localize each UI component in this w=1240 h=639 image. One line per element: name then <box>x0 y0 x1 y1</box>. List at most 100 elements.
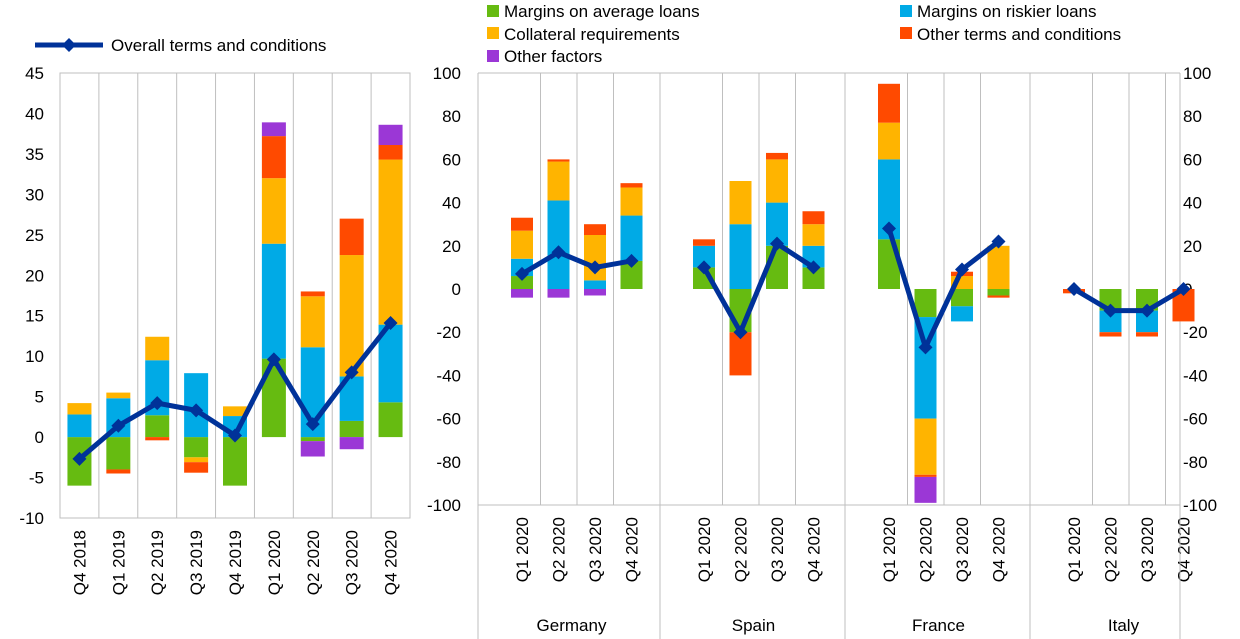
left-bar-other-terms <box>184 462 209 473</box>
legend: Overall terms and conditions Margins on … <box>35 2 1121 66</box>
right-overall-marker <box>918 340 933 355</box>
right-x-tick-label: Q1 2020 <box>695 517 714 582</box>
left-bar-collateral <box>300 296 325 348</box>
right-bar-collateral <box>766 159 788 203</box>
left-x-tick-label: Q3 2019 <box>187 530 206 595</box>
left-bar-other-terms <box>378 145 403 160</box>
right-group-label: Italy <box>1108 616 1140 635</box>
left-x-tick-label: Q2 2019 <box>148 530 167 595</box>
left-bar-collateral <box>145 336 170 361</box>
right-bar-other-terms <box>1172 289 1195 322</box>
left-y-tick-label: 20 <box>25 266 44 285</box>
left-bar-other-factors <box>378 124 403 146</box>
right-overall-line <box>1072 286 1185 314</box>
right-overall-marker <box>770 236 784 251</box>
right-bar-collateral <box>802 224 825 246</box>
right-y-tick-label-right: 40 <box>1183 194 1202 213</box>
left-y-tick-label: 30 <box>25 185 44 204</box>
right-x-tick-label: Q3 2020 <box>768 517 787 582</box>
right-x-tick-label: Q3 2020 <box>586 517 605 582</box>
left-overall-marker <box>228 428 242 443</box>
right-bar-riskier-loans <box>878 159 900 240</box>
legend-diamond-marker <box>62 38 76 52</box>
left-bar-other-factors <box>339 437 364 450</box>
left-bar-other-terms <box>261 136 286 179</box>
left-x-tick-label: Q1 2019 <box>109 530 128 595</box>
right-bar-avg-loans <box>914 289 937 318</box>
left-y-tick-label: 10 <box>25 347 44 366</box>
left-x-tick-label: Q4 2019 <box>226 530 245 595</box>
legend-swatch-collateral <box>487 27 499 39</box>
right-group-label: France <box>912 616 965 635</box>
right-overall-marker <box>955 262 969 277</box>
left-y-tick-label: 0 <box>35 428 44 447</box>
right-overall-marker <box>1103 303 1118 318</box>
legend-label-overall: Overall terms and conditions <box>111 36 326 55</box>
legend-label-other-terms: Other terms and conditions <box>917 25 1121 44</box>
right-bar-other-terms <box>547 159 570 162</box>
left-bar-collateral <box>339 255 364 377</box>
left-bar-avg-loans <box>300 437 325 442</box>
right-y-tick-label-left: 60 <box>442 150 461 169</box>
right-x-tick-label: Q4 2020 <box>1175 517 1194 582</box>
left-y-tick-label: -5 <box>29 469 44 488</box>
right-y-tick-label-left: 40 <box>442 194 461 213</box>
right-y-tick-label-right: 60 <box>1183 150 1202 169</box>
right-bar-other-terms <box>766 152 788 160</box>
left-x-tick-label: Q4 2020 <box>382 530 401 595</box>
legend-label-avg-loans: Margins on average loans <box>504 2 700 21</box>
left-x-tick-label: Q1 2020 <box>265 530 284 595</box>
left-bar-collateral <box>184 457 209 463</box>
right-bar-other-terms <box>729 332 752 376</box>
right-bar-other-factors <box>914 476 937 503</box>
left-bar-other-terms <box>339 218 364 256</box>
right-y-tick-label-right: 100 <box>1183 64 1211 83</box>
left-bar-collateral <box>106 392 131 399</box>
left-y-tick-label: 15 <box>25 307 44 326</box>
right-x-tick-label: Q4 2020 <box>990 517 1009 582</box>
right-bar-avg-loans <box>511 276 533 289</box>
right-x-tick-label: Q3 2020 <box>953 517 972 582</box>
right-y-tick-label-right: -60 <box>1183 410 1208 429</box>
right-group-label: Spain <box>732 616 775 635</box>
right-bar-riskier-loans <box>584 280 606 289</box>
right-x-tick-label: Q2 2020 <box>550 517 569 582</box>
legend-swatch-other-factors <box>487 50 499 62</box>
right-bar-other-terms <box>620 183 643 188</box>
right-bar-avg-loans <box>987 289 1010 296</box>
legend-swatch-riskier-loans <box>900 5 912 17</box>
right-y-tick-label-left: -40 <box>436 366 461 385</box>
left-bar-avg-loans <box>339 420 364 438</box>
left-chart: -10 -5 0 5 10 15 20 25 30 35 40 45 Q4 2018 Q1 2019 Q2 … <box>19 64 411 595</box>
right-bar-riskier-loans <box>547 200 570 289</box>
right-y-tick-label-left: -20 <box>436 323 461 342</box>
left-bar-collateral <box>378 159 403 325</box>
left-y-tick-label: 25 <box>25 226 44 245</box>
left-y-tick-label: -10 <box>19 509 44 528</box>
right-overall-marker <box>733 325 748 340</box>
right-bar-other-terms <box>1136 332 1158 337</box>
right-bar-riskier-loans <box>951 306 973 322</box>
left-y-tick-label: 40 <box>25 104 44 123</box>
right-bar-avg-loans <box>802 267 825 289</box>
right-y-tick-label-right: 80 <box>1183 107 1202 126</box>
right-overall-marker <box>1067 282 1081 296</box>
right-x-tick-label: Q3 2020 <box>1138 517 1157 582</box>
left-x-tick-label: Q3 2020 <box>343 530 362 595</box>
right-bar-riskier-loans <box>729 224 752 289</box>
left-bar-other-terms <box>145 437 170 441</box>
left-plot-frame <box>59 72 411 519</box>
right-x-tick-label: Q1 2020 <box>880 517 899 582</box>
right-bar-riskier-loans <box>914 317 937 419</box>
left-bar-avg-loans <box>145 415 170 438</box>
left-overall-marker <box>266 352 281 367</box>
right-y-tick-label-left: -60 <box>436 410 461 429</box>
right-y-tick-label-right: -80 <box>1183 453 1208 472</box>
right-x-tick-label: Q2 2020 <box>1102 517 1121 582</box>
left-bar-other-factors <box>300 441 325 457</box>
left-y-tick-label: 45 <box>25 64 44 83</box>
left-bar-riskier-loans <box>261 243 286 359</box>
legend-swatch-other-terms <box>900 27 912 39</box>
right-y-tick-label-left: 0 <box>452 280 461 299</box>
